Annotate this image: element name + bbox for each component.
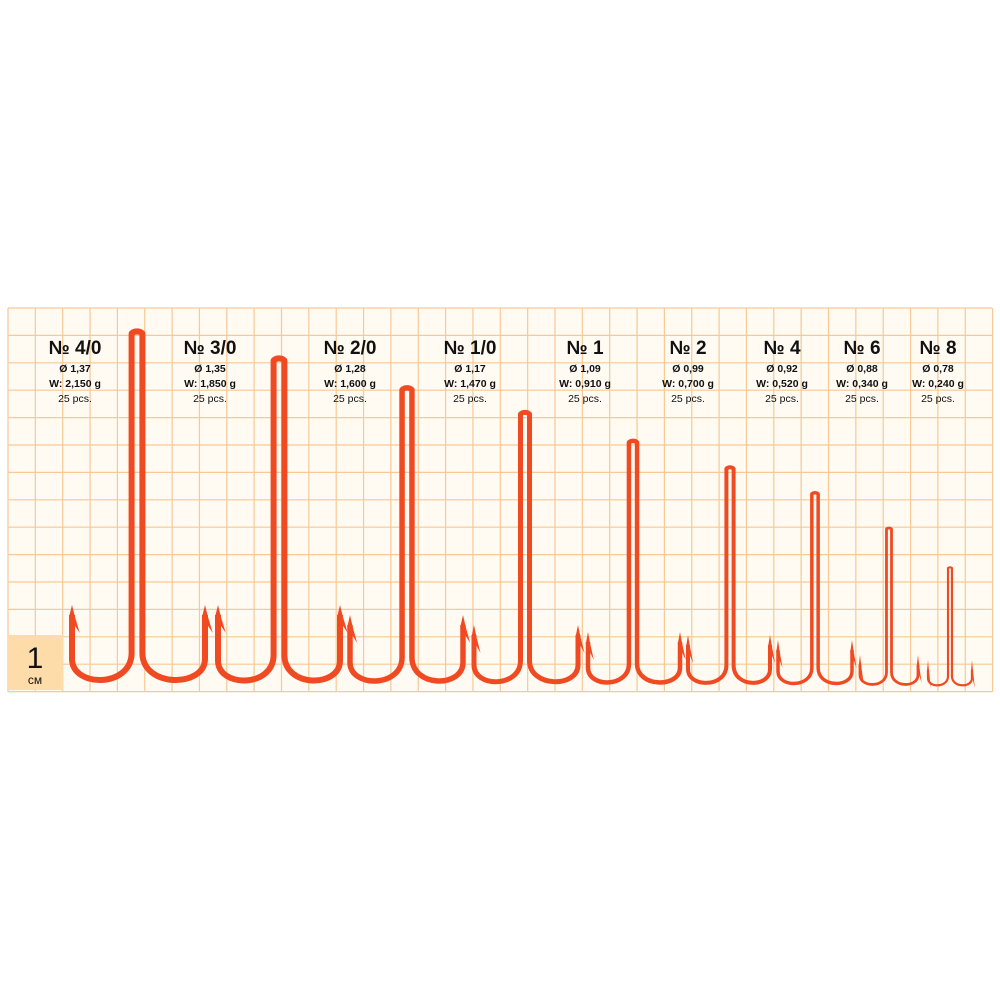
hook-weight: W: 2,150 g: [49, 378, 101, 390]
hook-barb: [337, 605, 348, 633]
hook-diameter: Ø 1,17: [454, 363, 486, 375]
hook-barb: [347, 615, 358, 643]
hook-size: № 3/0: [184, 338, 237, 359]
hook-barb: [970, 660, 975, 688]
scale-value: 1: [27, 642, 44, 675]
hook-diameter: Ø 1,37: [59, 363, 91, 375]
hook-barb: [69, 605, 80, 633]
hook: [686, 465, 772, 685]
hook-weight: W: 0,910 g: [559, 378, 611, 390]
hook-size: № 1/0: [444, 338, 497, 359]
scale-box: [8, 635, 63, 690]
hook-weight: W: 0,700 g: [662, 378, 714, 390]
hook-diameter: Ø 1,35: [194, 363, 226, 375]
hook-barb: [926, 660, 931, 688]
hook-barb: [585, 632, 594, 660]
hook-size: № 6: [843, 338, 880, 359]
hook-diameter: Ø 1,28: [334, 363, 366, 375]
hook: [585, 438, 683, 685]
hook: [926, 566, 974, 687]
hook-barb: [916, 655, 922, 683]
hook-size: № 1: [566, 338, 603, 359]
hook-weight: W: 1,850 g: [184, 378, 236, 390]
hooks: [69, 328, 975, 688]
hook-barb: [215, 605, 226, 633]
hook-barb: [858, 655, 864, 683]
hook-weight: W: 0,240 g: [912, 378, 964, 390]
hook-size: № 4/0: [49, 338, 102, 359]
hook-weight: W: 0,520 g: [756, 378, 808, 390]
hook: [347, 385, 466, 684]
hook-size: № 4: [763, 338, 800, 359]
scale-unit: см: [28, 673, 42, 687]
hook: [215, 355, 343, 684]
hook-barb: [677, 632, 686, 660]
hook-count: 25 pcs.: [58, 393, 92, 405]
hook-count: 25 pcs.: [765, 393, 799, 405]
hook-barb: [471, 625, 481, 653]
hook-diameter: Ø 0,88: [846, 363, 878, 375]
hook-weight: W: 1,470 g: [444, 378, 496, 390]
hook-size: № 2: [669, 338, 706, 359]
hook-count: 25 pcs.: [453, 393, 487, 405]
hook-count: 25 pcs.: [671, 393, 705, 405]
hook-barb: [686, 635, 694, 663]
hook-barb: [202, 605, 213, 633]
hook-count: 25 pcs.: [568, 393, 602, 405]
hook-barb: [768, 635, 776, 663]
hook: [471, 409, 581, 685]
hook-count: 25 pcs.: [193, 393, 227, 405]
hook-count: 25 pcs.: [845, 393, 879, 405]
hook-diameter: Ø 0,78: [922, 363, 954, 375]
hook-size: № 2/0: [324, 338, 377, 359]
hook: [776, 491, 854, 686]
hook-weight: W: 1,600 g: [324, 378, 376, 390]
hook-size: № 8: [919, 338, 956, 359]
hook-barb: [460, 615, 471, 643]
hook: [69, 328, 208, 683]
hook-diameter: Ø 0,92: [766, 363, 798, 375]
hook-barb: [776, 640, 783, 668]
hook-barb: [575, 625, 585, 653]
hook-weight: W: 0,340 g: [836, 378, 888, 390]
hook: [858, 526, 920, 686]
hook-count: 25 pcs.: [333, 393, 367, 405]
hook-diameter: Ø 1,09: [569, 363, 601, 375]
hook-count: 25 pcs.: [921, 393, 955, 405]
hook-diameter: Ø 0,99: [672, 363, 704, 375]
hook-barb: [850, 640, 857, 668]
